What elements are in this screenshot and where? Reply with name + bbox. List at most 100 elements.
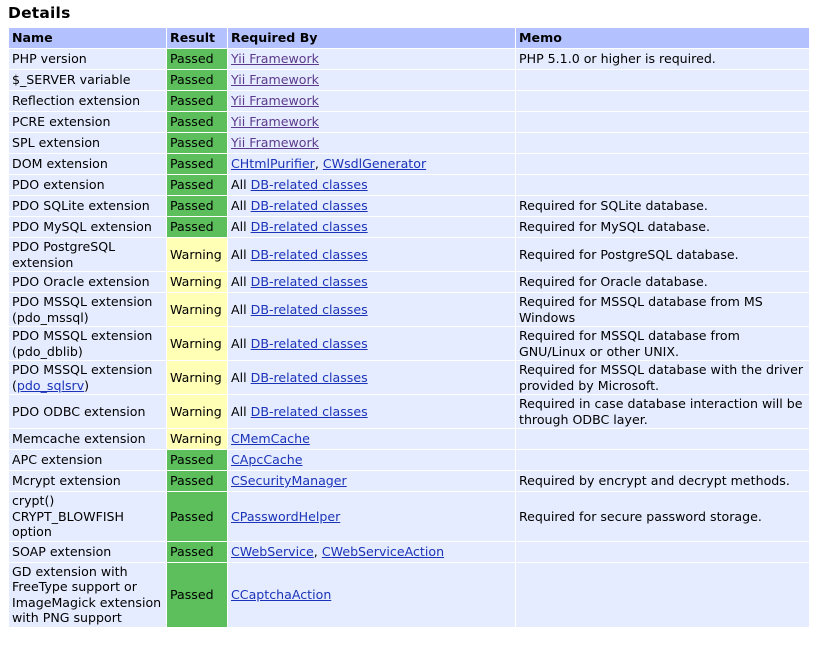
required-by-link[interactable]: Yii Framework xyxy=(231,135,319,151)
requirement-name-text: SPL extension xyxy=(12,135,101,151)
table-row: DOM extension Passed CHtmlPurifier, CWsdlG… xyxy=(8,153,810,175)
result-badge: Passed xyxy=(166,111,228,133)
required-by-link[interactable]: DB-related classes xyxy=(250,403,368,419)
required-by: CPasswordHelper xyxy=(227,491,516,542)
required-by-link[interactable]: Yii Framework xyxy=(231,93,319,109)
requirement-name-text: APC extension xyxy=(12,452,103,468)
memo xyxy=(515,428,810,450)
result-badge: Passed xyxy=(166,216,228,238)
requirement-name: Mcrypt extension xyxy=(8,470,167,492)
required-by-link[interactable]: DB-related classes xyxy=(250,301,368,317)
required-by-link[interactable]: DB-related classes xyxy=(250,198,368,214)
required-by-prefix: All xyxy=(231,177,247,193)
memo: Required in case database interaction wi… xyxy=(515,394,810,429)
table-row: PDO Oracle extension Warning All DB-relate… xyxy=(8,271,810,293)
memo: Required for secure password storage. xyxy=(515,491,810,542)
result-badge: Passed xyxy=(166,195,228,217)
required-by-prefix: All xyxy=(231,274,247,290)
required-by-prefix: All xyxy=(231,219,247,235)
memo: Required for MySQL database. xyxy=(515,216,810,238)
required-by: All DB-related classes xyxy=(227,195,516,217)
required-by: Yii Framework xyxy=(227,90,516,112)
required-by-link[interactable]: CPasswordHelper xyxy=(231,508,341,524)
table-row: SOAP extension Passed CWebService, CWebSer… xyxy=(8,540,810,563)
memo: Required for PostgreSQL database. xyxy=(515,237,810,272)
table-row: PDO MSSQL extension (pdo_sqlsrv) Warning A… xyxy=(8,360,810,395)
table-row: PDO MySQL extension Passed All DB-related … xyxy=(8,216,810,238)
memo xyxy=(515,90,810,112)
result-badge: Warning xyxy=(166,360,228,395)
requirement-name: SOAP extension xyxy=(8,540,167,563)
section-title: Details xyxy=(8,4,71,22)
requirement-name: PDO MySQL extension xyxy=(8,216,167,238)
required-by-link[interactable]: CSecurityManager xyxy=(231,473,347,489)
required-by-link[interactable]: CWebService xyxy=(231,543,314,559)
required-by-link[interactable]: CWsdlGenerator xyxy=(322,156,427,172)
requirement-name: PDO MSSQL extension (pdo_mssql) xyxy=(8,292,167,327)
required-by-link[interactable]: Yii Framework xyxy=(231,51,319,67)
required-by: CHtmlPurifier, CWsdlGenerator xyxy=(227,153,516,175)
table-row: GD extension with FreeType support or Im… xyxy=(8,561,810,628)
result-badge: Passed xyxy=(166,540,228,563)
required-by: CSecurityManager xyxy=(227,470,516,492)
requirement-name-text: PDO Oracle extension xyxy=(12,274,150,290)
memo: PHP 5.1.0 or higher is required. xyxy=(515,48,810,70)
table-row: $_SERVER variable Passed Yii Framework xyxy=(8,69,810,91)
result-badge: Warning xyxy=(166,292,228,327)
result-badge: Warning xyxy=(166,428,228,450)
requirement-name-text: GD extension with FreeType support or Im… xyxy=(12,563,162,626)
result-badge: Passed xyxy=(166,90,228,112)
required-by-link[interactable]: CMemCache xyxy=(231,431,310,447)
requirement-name-text: PCRE extension xyxy=(12,114,111,130)
requirement-name-link[interactable]: pdo_sqlsrv xyxy=(16,377,85,393)
table-row: PDO ODBC extension Warning All DB-related … xyxy=(8,394,810,429)
required-by-link[interactable]: DB-related classes xyxy=(250,246,368,262)
table-row: Mcrypt extension Passed CSecurityManager Re… xyxy=(8,470,810,492)
table-row: Memcache extension Warning CMemCache xyxy=(8,428,810,450)
memo: Required for MSSQL database with the dri… xyxy=(515,360,810,395)
requirement-name: PDO Oracle extension xyxy=(8,271,167,293)
required-by-link[interactable]: DB-related classes xyxy=(250,369,368,385)
requirement-name-text: Mcrypt extension xyxy=(12,473,121,489)
requirement-name: GD extension with FreeType support or Im… xyxy=(8,561,167,628)
requirement-name: PCRE extension xyxy=(8,111,167,133)
requirement-name: PHP version xyxy=(8,48,167,70)
requirement-name-text: PDO MSSQL extension (pdo_dblib) xyxy=(12,328,153,359)
requirement-name-text: PDO ODBC extension xyxy=(12,403,146,419)
required-by-link[interactable]: DB-related classes xyxy=(250,335,368,351)
result-badge: Warning xyxy=(166,394,228,429)
required-by-link[interactable]: CApcCache xyxy=(231,452,303,468)
required-by-prefix: All xyxy=(231,198,247,214)
required-by-link[interactable]: DB-related classes xyxy=(250,177,368,193)
required-by: All DB-related classes xyxy=(227,360,516,395)
table-row: PDO MSSQL extension (pdo_mssql) Warning Al… xyxy=(8,292,810,327)
required-by-link[interactable]: DB-related classes xyxy=(250,219,368,235)
memo xyxy=(515,174,810,196)
requirement-name-text: Memcache extension xyxy=(12,431,146,447)
memo: Required for SQLite database. xyxy=(515,195,810,217)
requirements-table: Name Result Required By Memo PHP version… xyxy=(8,27,810,628)
memo xyxy=(515,153,810,175)
result-badge: Passed xyxy=(166,491,228,542)
requirement-name-text: PDO extension xyxy=(12,177,105,193)
required-by-link[interactable]: CCaptchaAction xyxy=(231,586,332,602)
required-by: CMemCache xyxy=(227,428,516,450)
required-by-link[interactable]: CHtmlPurifier xyxy=(231,156,315,172)
table-row: APC extension Passed CApcCache xyxy=(8,449,810,471)
required-by-link[interactable]: CWebServiceAction xyxy=(321,543,445,559)
required-by-link[interactable]: Yii Framework xyxy=(231,114,319,130)
memo: Required for MSSQL database from MS Wind… xyxy=(515,292,810,327)
requirement-name: Memcache extension xyxy=(8,428,167,450)
memo xyxy=(515,540,810,563)
table-row: SPL extension Passed Yii Framework xyxy=(8,132,810,154)
table-row: PHP version Passed Yii Framework PHP 5.1.0 … xyxy=(8,48,810,70)
column-header-result: Result xyxy=(166,27,228,49)
memo xyxy=(515,111,810,133)
required-by: CApcCache xyxy=(227,449,516,471)
table-row: PDO MSSQL extension (pdo_dblib) Warning Al… xyxy=(8,326,810,361)
required-by-link[interactable]: Yii Framework xyxy=(231,72,319,88)
required-by-link[interactable]: DB-related classes xyxy=(250,274,368,290)
table-row: Reflection extension Passed Yii Framework xyxy=(8,90,810,112)
requirement-name: PDO ODBC extension xyxy=(8,394,167,429)
